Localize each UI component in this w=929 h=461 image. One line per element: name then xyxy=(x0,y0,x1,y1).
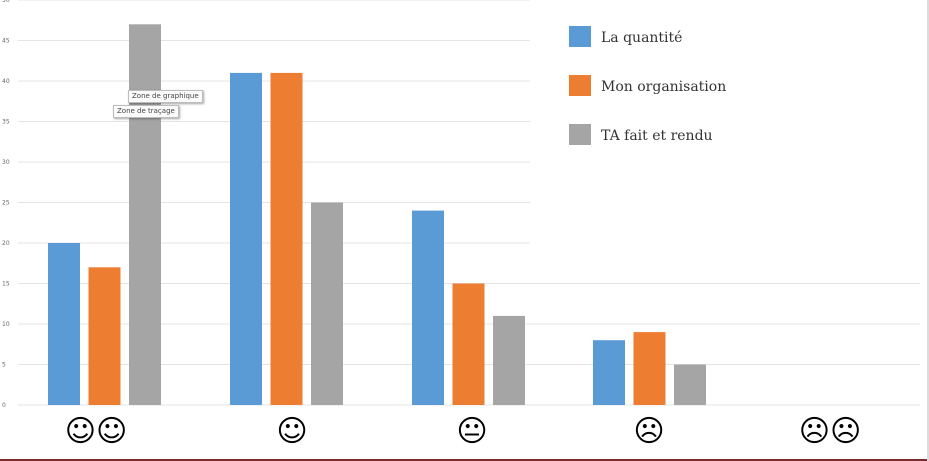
category-label: 😐 xyxy=(456,414,487,449)
y-tick-label: 45 xyxy=(2,38,10,45)
bar[interactable] xyxy=(412,210,444,405)
y-tick-label: 5 xyxy=(2,362,6,369)
category-label: ☹ xyxy=(633,414,664,449)
legend-swatch[interactable] xyxy=(569,124,591,145)
window-bottom-edge xyxy=(0,459,929,461)
y-tick-label: 25 xyxy=(2,200,10,207)
legend[interactable]: La quantité Mon organisation TA fait et re… xyxy=(569,26,726,145)
bar-series xyxy=(48,24,706,406)
bar[interactable] xyxy=(230,72,262,406)
bar[interactable] xyxy=(674,364,706,406)
bar[interactable] xyxy=(48,243,80,405)
bar[interactable] xyxy=(633,332,666,405)
category-label: ☺ xyxy=(276,414,307,449)
legend-swatch[interactable] xyxy=(569,75,591,96)
y-tick-label: 10 xyxy=(2,321,10,328)
legend-label[interactable]: TA fait et rendu xyxy=(601,128,713,144)
bar[interactable] xyxy=(593,340,625,405)
bar[interactable] xyxy=(452,283,485,406)
y-axis-ticks: 0 5 10 15 20 25 30 35 40 45 50 xyxy=(2,0,10,409)
y-tick-label: 20 xyxy=(2,240,10,247)
bar[interactable] xyxy=(129,24,161,406)
legend-label[interactable]: Mon organisation xyxy=(601,79,726,95)
y-tick-label: 50 xyxy=(2,0,10,4)
bar[interactable] xyxy=(311,202,343,406)
bar[interactable] xyxy=(493,315,525,405)
category-label: ☹☹ xyxy=(799,414,862,449)
plot-area-tooltip: Zone de traçage xyxy=(113,105,179,118)
category-labels: ☺☺ ☺ 😐 ☹ ☹☹ xyxy=(65,414,862,449)
bar[interactable] xyxy=(88,267,121,405)
bar[interactable] xyxy=(270,72,303,406)
y-tick-label: 35 xyxy=(2,119,10,126)
y-tick-label: 40 xyxy=(2,78,10,85)
chart-area-tooltip: Zone de graphique xyxy=(128,90,203,103)
legend-label[interactable]: La quantité xyxy=(601,30,682,46)
window-right-edge xyxy=(927,0,929,461)
category-label: ☺☺ xyxy=(65,414,128,449)
y-tick-label: 0 xyxy=(2,402,6,409)
legend-swatch[interactable] xyxy=(569,26,591,47)
y-tick-label: 15 xyxy=(2,281,10,288)
y-tick-label: 30 xyxy=(2,159,10,166)
